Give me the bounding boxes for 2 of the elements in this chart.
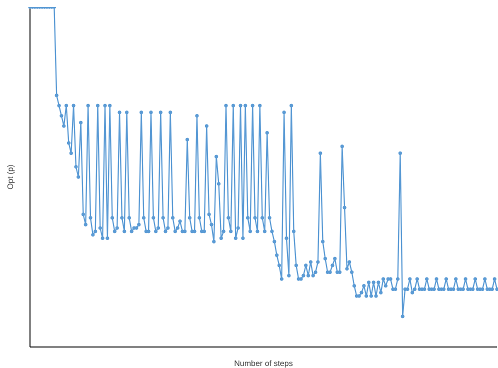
x-axis-title: Number of steps <box>234 359 293 368</box>
y-axis-title: Opt (p) <box>6 164 15 190</box>
